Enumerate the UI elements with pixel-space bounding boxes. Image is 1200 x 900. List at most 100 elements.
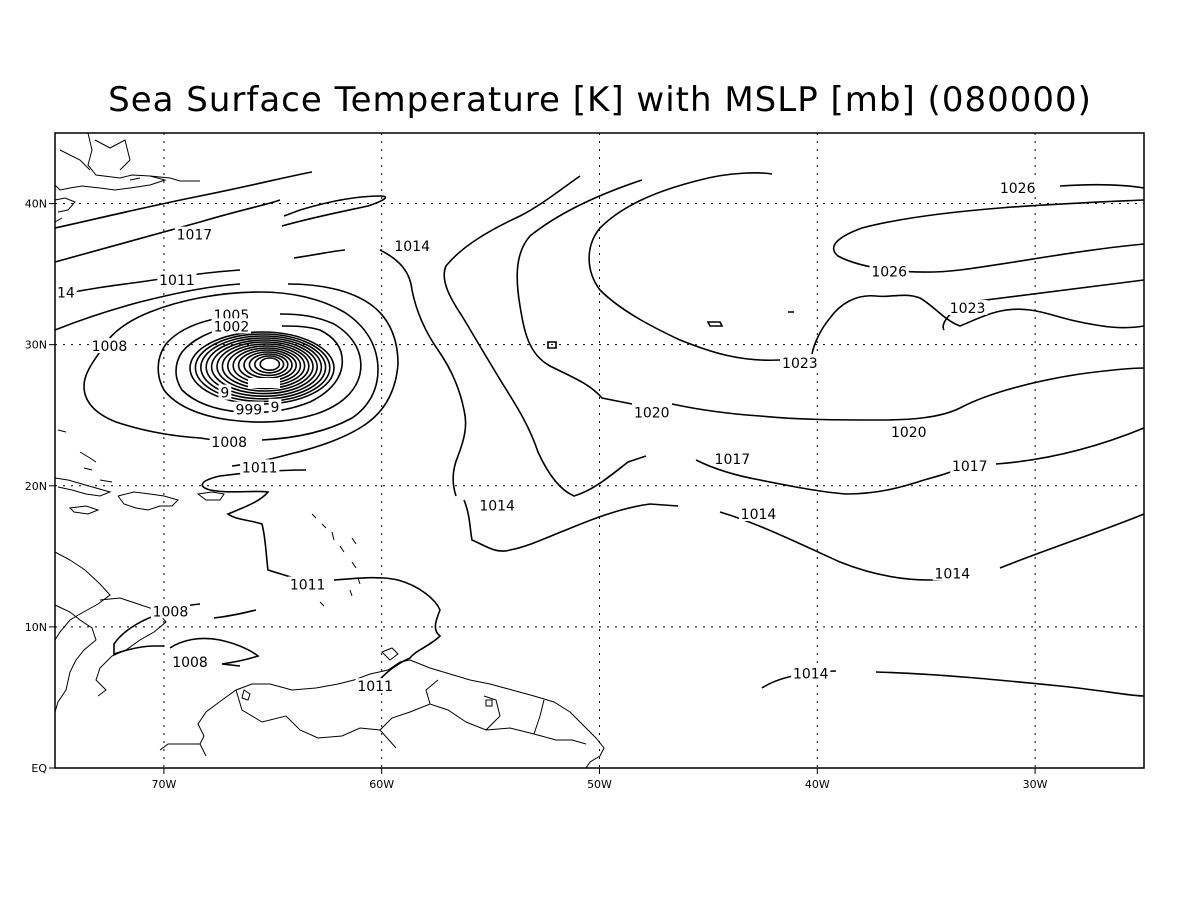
contour-label: 999	[233, 401, 265, 419]
x-tick-label: 60W	[369, 778, 394, 791]
core-ring	[210, 339, 318, 395]
contour-label-bg	[55, 284, 77, 300]
contour-label: 1020	[889, 424, 929, 441]
contour-1017-south	[443, 175, 1145, 497]
core-gap	[248, 378, 280, 388]
contour-label-bg	[211, 318, 252, 334]
contour-label: 1014	[392, 237, 432, 255]
contour-1023-east	[811, 279, 1145, 355]
contour-label-bg	[89, 338, 130, 354]
y-tick-label: EQ	[31, 762, 47, 775]
contour-label-bg	[174, 226, 214, 242]
contour-1017-north	[281, 195, 387, 227]
coast-honduras	[95, 597, 167, 697]
contour-label-text: 1008	[172, 655, 208, 671]
contour-label-bg	[355, 678, 395, 694]
coastlines	[54, 132, 605, 769]
contour-label: 1017	[712, 450, 752, 468]
coast-nova-scotia	[129, 175, 200, 182]
coast-bahamas	[57, 429, 113, 483]
contour-label: 1011	[157, 271, 197, 289]
grid-lines	[55, 133, 1144, 768]
contour-1026-east	[832, 199, 1145, 273]
core-ring	[259, 357, 281, 371]
contour-label-text: 1017	[715, 452, 751, 468]
coast-puerto-rico	[196, 491, 225, 501]
contour-label-text: 1026	[1000, 181, 1036, 197]
contour-label: 1002	[211, 318, 252, 335]
contour-label-bg	[889, 424, 929, 440]
contour-label: 1011	[355, 678, 395, 695]
contour-label-text: 1014	[394, 239, 430, 255]
contour-label: 1023	[947, 299, 988, 317]
contour-label-text: 1014	[935, 566, 971, 582]
contour-label: 1011	[288, 576, 328, 594]
contour-label: 9	[218, 384, 232, 402]
coast-interior-borders	[59, 139, 131, 171]
core-ring	[205, 337, 323, 398]
hurricane-core-rings	[189, 331, 335, 405]
contour-label-bg	[869, 263, 909, 279]
contour-label-text: 1011	[357, 679, 393, 695]
coast-trinidad	[381, 647, 399, 661]
contour-label-text: 1026	[871, 264, 907, 280]
contour-label-text: 1020	[891, 425, 927, 441]
contour-label-text: 1014	[479, 499, 515, 515]
mslp-contours	[54, 171, 1145, 697]
x-tick-label: 70W	[151, 778, 176, 791]
coast-lake-maracaibo	[241, 689, 493, 707]
contour-label: 1008	[150, 603, 191, 620]
y-tick-label: 10N	[25, 621, 47, 634]
contour-label-bg	[738, 506, 779, 521]
coast-lesser-antilles	[311, 513, 361, 607]
contour-label: 1011	[240, 459, 280, 476]
contour-label-text: 9	[220, 386, 229, 402]
y-tick-label: 20N	[25, 480, 47, 493]
contour-label-text: 1008	[153, 604, 189, 620]
contour-label-bg	[950, 458, 990, 474]
x-tick-label: 30W	[1023, 778, 1048, 791]
contour-label-bg	[780, 355, 820, 371]
core-ring	[216, 341, 314, 392]
core-ring	[248, 353, 289, 377]
contour-1014-north	[293, 249, 382, 259]
contour-label-text: 1017	[177, 228, 213, 244]
coast-central-america	[54, 551, 111, 713]
coast-north-america	[54, 132, 167, 191]
contour-label-bg	[392, 237, 432, 253]
y-tick-label: 40N	[25, 198, 47, 211]
contour-label-text: 1008	[92, 339, 128, 355]
contour-1008	[83, 291, 379, 667]
contour-label-text: 1014	[793, 666, 829, 682]
contour-label-text: 1017	[952, 459, 988, 475]
coast-hispaniola	[117, 491, 179, 511]
contour-1014-main	[54, 249, 1145, 581]
contour-label-bg	[170, 654, 210, 670]
contour-labels: 1026 1026 1023 1023 1020 1020 1017 1017 1017 1014…	[55, 180, 1038, 695]
contour-label-bg	[150, 603, 191, 619]
contour-1026-north	[1059, 183, 1145, 189]
coast-colombia-venezuela	[159, 659, 411, 751]
contour-label-text: 1014	[741, 507, 777, 523]
core-ring	[254, 355, 285, 374]
contour-label-text: 1008	[211, 435, 247, 451]
contour-label: 1017	[174, 226, 214, 244]
contour-label-text: 999	[235, 403, 262, 419]
contour-1023-islets	[547, 311, 794, 349]
contour-label-text: 9	[271, 400, 280, 416]
contour-label-bg	[240, 459, 280, 475]
contour-label-text: 1011	[290, 578, 326, 594]
contour-label-bg	[791, 665, 831, 681]
contour-1011	[54, 283, 442, 687]
contour-label-bg	[209, 434, 249, 450]
contour-label: 1008	[170, 654, 210, 671]
contour-label-bg	[477, 497, 517, 513]
coast-new-england	[54, 197, 76, 223]
contour-label: 1026	[869, 263, 909, 280]
contour-label-text: 1011	[242, 460, 278, 476]
x-tick-label: 50W	[587, 778, 612, 791]
core-ring	[200, 335, 327, 400]
contour-label-bg	[218, 384, 232, 400]
contour-label-text: 1023	[950, 301, 986, 317]
contour-label: 1014	[477, 497, 517, 515]
